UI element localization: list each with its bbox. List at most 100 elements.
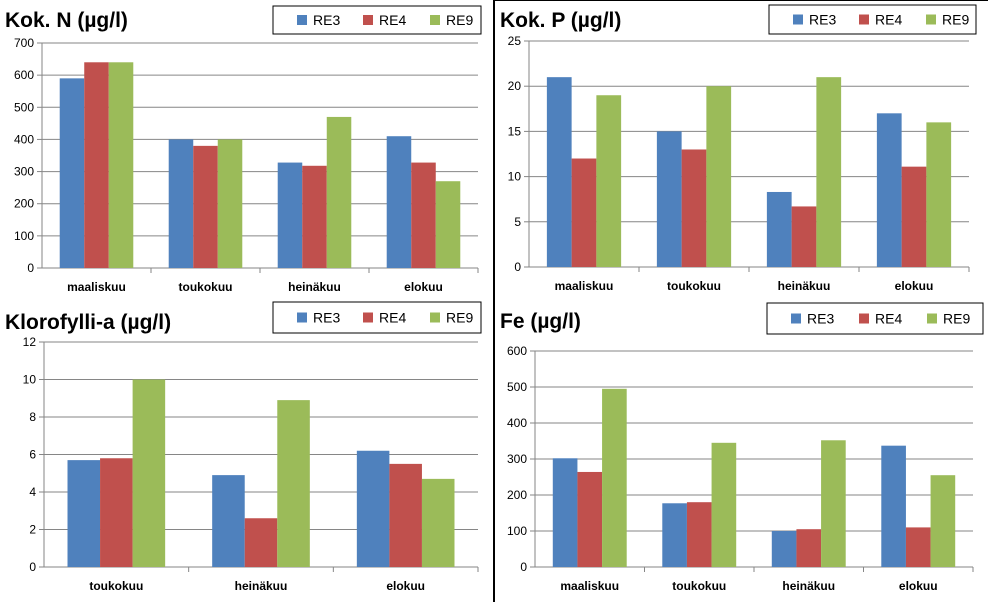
kok-n-legend-swatch-re9 [430,15,440,25]
fe-y-tick-label: 500 [507,380,527,394]
fe-bar-re4-elokuu [905,527,931,567]
klorofylli-a-bar-re9-elokuu [421,478,455,567]
fe-bar-re9-toukokuu [711,442,737,567]
kok-p-bar-re9-hein-kuu [816,77,842,267]
kok-n-chart-title: Kok. N (µg/l) [5,9,128,32]
kok-n-legend-box [272,5,482,35]
kok-p-bar-re3-hein-kuu [766,191,792,267]
chart-kok-n-svg: 0 100 200 300 400 500 600 700 maaliskuu toukokuu h… [5,5,482,294]
kok-n-y-tick-label: 400 [14,132,34,146]
klorofylli-a-legend-swatch-re4 [363,312,373,323]
kok-n-bar-re4-hein-kuu [302,165,327,268]
kok-n-bar-re3-hein-kuu [277,162,303,268]
kok-p-legend-box [768,4,977,35]
kok-p-bar-re4-hein-kuu [791,206,817,267]
fe-y-tick-label: 100 [507,524,527,538]
fe-bar-re3-elokuu [881,445,906,567]
klorofylli-a-bar-re3-hein-kuu [212,475,245,567]
fe-legend: RE3 RE4 RE9 [766,302,984,335]
fe-legend-label-re9: RE9 [943,311,970,327]
kok-n-y-tick-label: 0 [27,261,34,275]
chart-klorofylli-a-svg: 0 2 4 6 8 10 12 toukokuu heinäkuu elokuu Klorofyll… [5,301,482,593]
kok-n-bar-re9-elokuu [435,181,461,268]
kok-p-legend-label-re3: RE3 [809,12,836,28]
klorofylli-a-y-tick-label: 12 [23,335,37,349]
fe-legend-swatch-re3 [791,313,801,324]
fe-chart-title: Fe (µg/l) [500,310,581,333]
kok-p-bar-re4-maaliskuu [571,158,597,267]
kok-p-chart-title: Kok. P (µg/l) [500,9,621,32]
fe-bar-re9-maaliskuu [602,388,627,567]
kok-n-bar-re3-elokuu [386,136,412,268]
kok-p-bar-re3-toukokuu [656,131,682,267]
fe-bar-re3-hein-kuu [771,531,797,567]
klorofylli-a-bar-re3-elokuu [356,450,390,567]
klorofylli-a-bar-re4-hein-kuu [244,518,278,567]
chart-kok-n: 0 100 200 300 400 500 600 700 maaliskuu toukokuu h… [0,0,494,300]
kok-p-legend-swatch-re4 [859,14,869,25]
fe-y-tick-label: 200 [507,488,527,502]
kok-p-y-tick-label: 20 [508,79,522,93]
klorofylli-a-bar-re4-toukokuu [100,458,133,567]
klorofylli-a-x-tick-label: elokuu [386,579,425,593]
kok-n-legend-swatch-re4 [363,15,373,25]
fe-bar-re4-hein-kuu [796,529,822,567]
kok-n-legend-label-re4: RE4 [379,12,406,28]
kok-p-legend-swatch-re9 [926,14,936,25]
kok-n-y-tick-label: 300 [14,165,34,179]
kok-p-legend: RE3 RE4 RE9 [768,4,977,35]
kok-p-bar-re3-maaliskuu [546,77,572,267]
fe-legend-label-re3: RE3 [807,311,834,327]
kok-n-x-tick-label: maaliskuu [67,280,126,294]
chart-kok-p-svg: 0 5 10 15 20 25 maaliskuu toukokuu heinäkuu eloku… [500,4,977,293]
klorofylli-a-y-tick-label: 4 [29,485,36,499]
kok-p-y-tick-label: 5 [514,215,521,229]
kok-n-x-tick-label: elokuu [404,280,443,294]
chart-fe-svg: 0 100 200 300 400 500 600 maaliskuu toukokuu hein… [500,302,984,593]
vertical-divider [493,0,495,602]
fe-y-tick-label: 400 [507,416,527,430]
fe-bar-re9-hein-kuu [821,440,846,567]
chart-klorofylli-a: 0 2 4 6 8 10 12 toukokuu heinäkuu elokuu Klorofyll… [0,301,494,602]
fe-legend-label-re4: RE4 [875,311,902,327]
kok-p-y-tick-label: 15 [508,124,522,138]
klorofylli-a-bar-re3-toukokuu [67,460,101,567]
kok-n-bar-re9-hein-kuu [326,116,352,268]
klorofylli-a-y-tick-label: 2 [29,523,36,537]
kok-p-y-tick-label: 10 [508,170,522,184]
kok-p-bar-re4-toukokuu [681,149,707,267]
fe-y-tick-label: 300 [507,452,527,466]
fe-y-tick-label: 600 [507,344,527,358]
fe-bar-re9-elokuu [930,475,956,567]
kok-p-legend-label-re4: RE4 [875,12,902,28]
fe-legend-box [766,302,984,335]
kok-n-legend-label-re9: RE9 [446,12,473,28]
klorofylli-a-legend-box [272,301,482,334]
kok-n-y-tick-label: 600 [14,68,34,82]
kok-p-bar-re9-maaliskuu [596,95,622,268]
kok-n-y-tick-label: 100 [14,229,34,243]
fe-bar-re4-toukokuu [686,502,712,567]
klorofylli-a-legend-swatch-re9 [430,312,440,323]
kok-p-bar-re9-toukokuu [706,86,732,267]
klorofylli-a-x-tick-label: heinäkuu [235,579,288,593]
kok-n-bar-re9-maaliskuu [108,62,134,269]
kok-p-legend-swatch-re3 [793,14,803,25]
klorofylli-a-legend-swatch-re3 [297,312,307,323]
kok-n-bar-re3-maaliskuu [59,78,85,268]
kok-n-legend-swatch-re3 [297,15,307,25]
fe-bar-re3-toukokuu [662,503,687,567]
fe-y-tick-label: 0 [520,560,527,574]
kok-n-bar-re9-toukokuu [217,139,243,268]
kok-n-x-tick-label: toukokuu [179,280,233,294]
kok-p-x-tick-label: toukokuu [667,279,721,293]
kok-n-x-tick-label: heinäkuu [288,280,341,294]
klorofylli-a-legend-label-re4: RE4 [379,310,406,326]
fe-bar-re3-maaliskuu [552,458,578,567]
kok-n-y-tick-label: 200 [14,197,34,211]
fe-x-tick-label: heinäkuu [782,579,835,593]
kok-p-bar-re3-elokuu [876,113,902,267]
klorofylli-a-legend: RE3 RE4 RE9 [272,301,482,334]
klorofylli-a-chart-title: Klorofylli-a (µg/l) [5,311,171,334]
chart-fe: 0 100 200 300 400 500 600 maaliskuu toukokuu hein… [495,301,988,602]
